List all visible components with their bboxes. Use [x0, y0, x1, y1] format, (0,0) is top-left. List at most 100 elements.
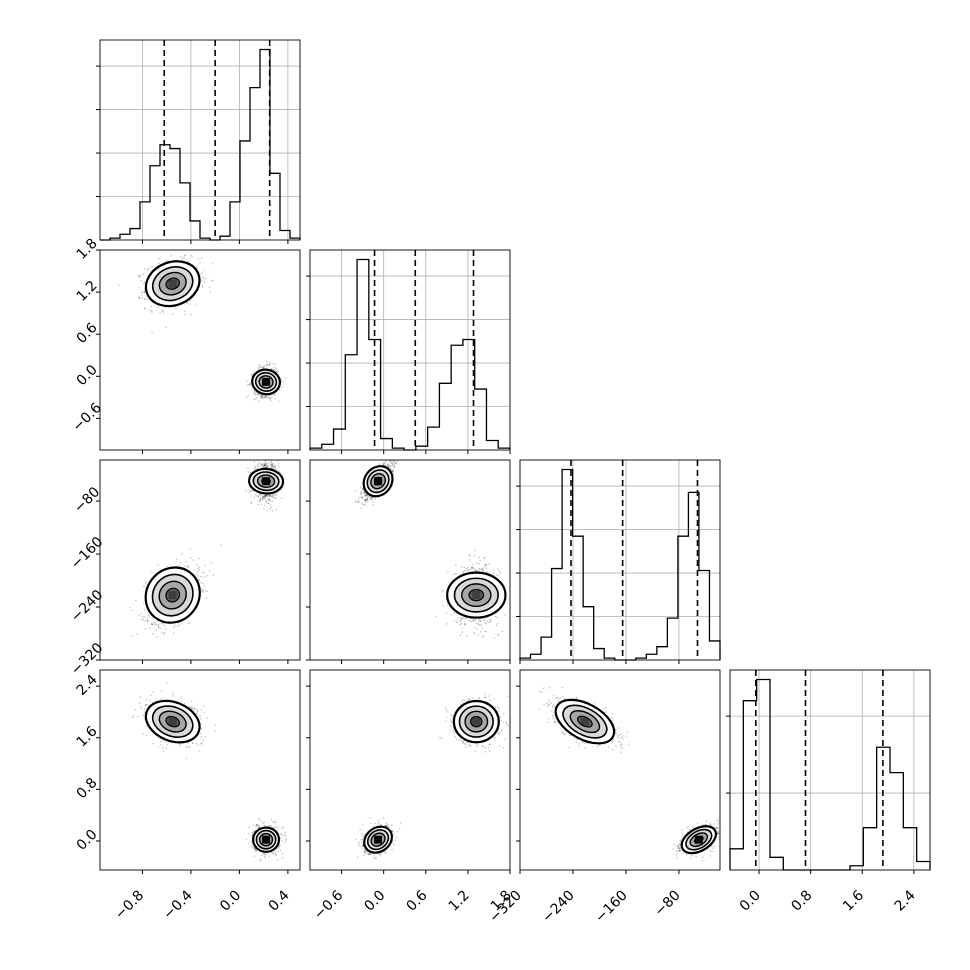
sample-point — [158, 627, 160, 630]
sample-point — [474, 549, 476, 552]
sample-point — [247, 395, 249, 397]
sample-point — [157, 306, 159, 309]
sample-point — [202, 277, 205, 279]
sample-point — [148, 309, 150, 311]
sample-point — [481, 568, 484, 570]
sample-point — [196, 564, 198, 566]
panel-2-1 — [306, 459, 511, 664]
sample-point — [143, 281, 145, 284]
sample-point — [144, 609, 146, 611]
sample-point — [211, 279, 214, 282]
sample-point — [269, 397, 272, 400]
sample-point — [175, 558, 178, 560]
sample-point — [273, 465, 276, 467]
sample-point — [254, 466, 256, 469]
y-tick-label: −80 — [71, 484, 103, 516]
sample-point — [461, 631, 463, 633]
sample-point — [202, 582, 204, 585]
sample-point — [504, 614, 506, 616]
sample-point — [273, 467, 276, 470]
sample-point — [151, 616, 153, 619]
sample-point — [453, 612, 456, 614]
sample-point — [478, 567, 480, 570]
sample-point — [144, 619, 146, 622]
panel-1-0: −0.60.00.61.21.8 — [69, 236, 301, 454]
sample-point — [279, 389, 281, 391]
sample-point — [483, 619, 485, 622]
sample-point — [203, 572, 205, 575]
sample-point — [181, 257, 184, 260]
sample-point — [465, 634, 468, 637]
sample-point — [140, 279, 142, 282]
sample-point — [144, 291, 146, 293]
sample-point — [161, 309, 164, 312]
sample-point — [180, 256, 182, 258]
sample-point — [147, 267, 150, 270]
sample-point — [161, 310, 163, 312]
sample-point — [138, 276, 140, 278]
sample-point — [260, 397, 263, 400]
sample-point — [144, 298, 146, 300]
sample-point — [163, 633, 165, 636]
sample-point — [269, 495, 272, 498]
sample-point — [257, 495, 260, 498]
sample-point — [267, 395, 270, 398]
sample-point — [148, 627, 151, 629]
sample-point — [254, 465, 257, 467]
sample-point — [271, 510, 274, 512]
sample-point — [190, 313, 192, 316]
histogram-1 — [309, 258, 511, 451]
sample-point — [200, 257, 203, 259]
sample-point — [138, 286, 140, 289]
sample-point — [162, 311, 165, 314]
sample-point — [266, 509, 269, 512]
sample-point — [181, 259, 183, 261]
sample-point — [277, 462, 280, 465]
sample-point — [269, 507, 272, 510]
sample-point — [186, 565, 188, 567]
panel-0-0 — [96, 39, 301, 244]
sample-point — [278, 470, 281, 472]
sample-point — [130, 609, 133, 611]
sample-point — [360, 507, 362, 510]
sample-point — [170, 254, 172, 257]
sample-point — [266, 363, 269, 366]
sample-point — [479, 559, 481, 562]
sample-point — [245, 397, 248, 399]
sample-point — [159, 312, 161, 315]
sample-point — [147, 614, 150, 617]
sample-point — [197, 575, 199, 577]
sample-point — [458, 619, 460, 622]
sample-point — [192, 559, 195, 561]
sample-point — [143, 585, 145, 588]
sample-point — [144, 582, 147, 585]
y-tick-label: −240 — [68, 587, 107, 626]
sample-point — [253, 496, 255, 499]
sample-point — [284, 377, 287, 379]
sample-point — [196, 303, 198, 305]
sample-point — [131, 634, 134, 637]
sample-point — [255, 397, 258, 399]
sample-point — [151, 332, 153, 334]
sample-point — [197, 258, 200, 260]
sample-point — [275, 468, 278, 470]
sample-point — [391, 469, 394, 472]
sample-point — [204, 576, 207, 578]
sample-point — [460, 617, 462, 619]
sample-point — [254, 393, 257, 396]
sample-point — [247, 383, 249, 386]
sample-point — [249, 383, 251, 385]
sample-point — [273, 366, 276, 369]
sample-point — [262, 496, 265, 498]
sample-point — [155, 623, 158, 626]
sample-point — [206, 590, 209, 592]
sample-point — [150, 305, 152, 308]
sample-point — [259, 499, 262, 502]
sample-point — [460, 626, 463, 629]
sample-point — [266, 495, 269, 498]
sample-point — [496, 622, 499, 625]
sample-point — [203, 281, 206, 283]
sample-point — [260, 395, 263, 397]
sample-point — [143, 602, 145, 604]
sample-point — [172, 313, 174, 316]
